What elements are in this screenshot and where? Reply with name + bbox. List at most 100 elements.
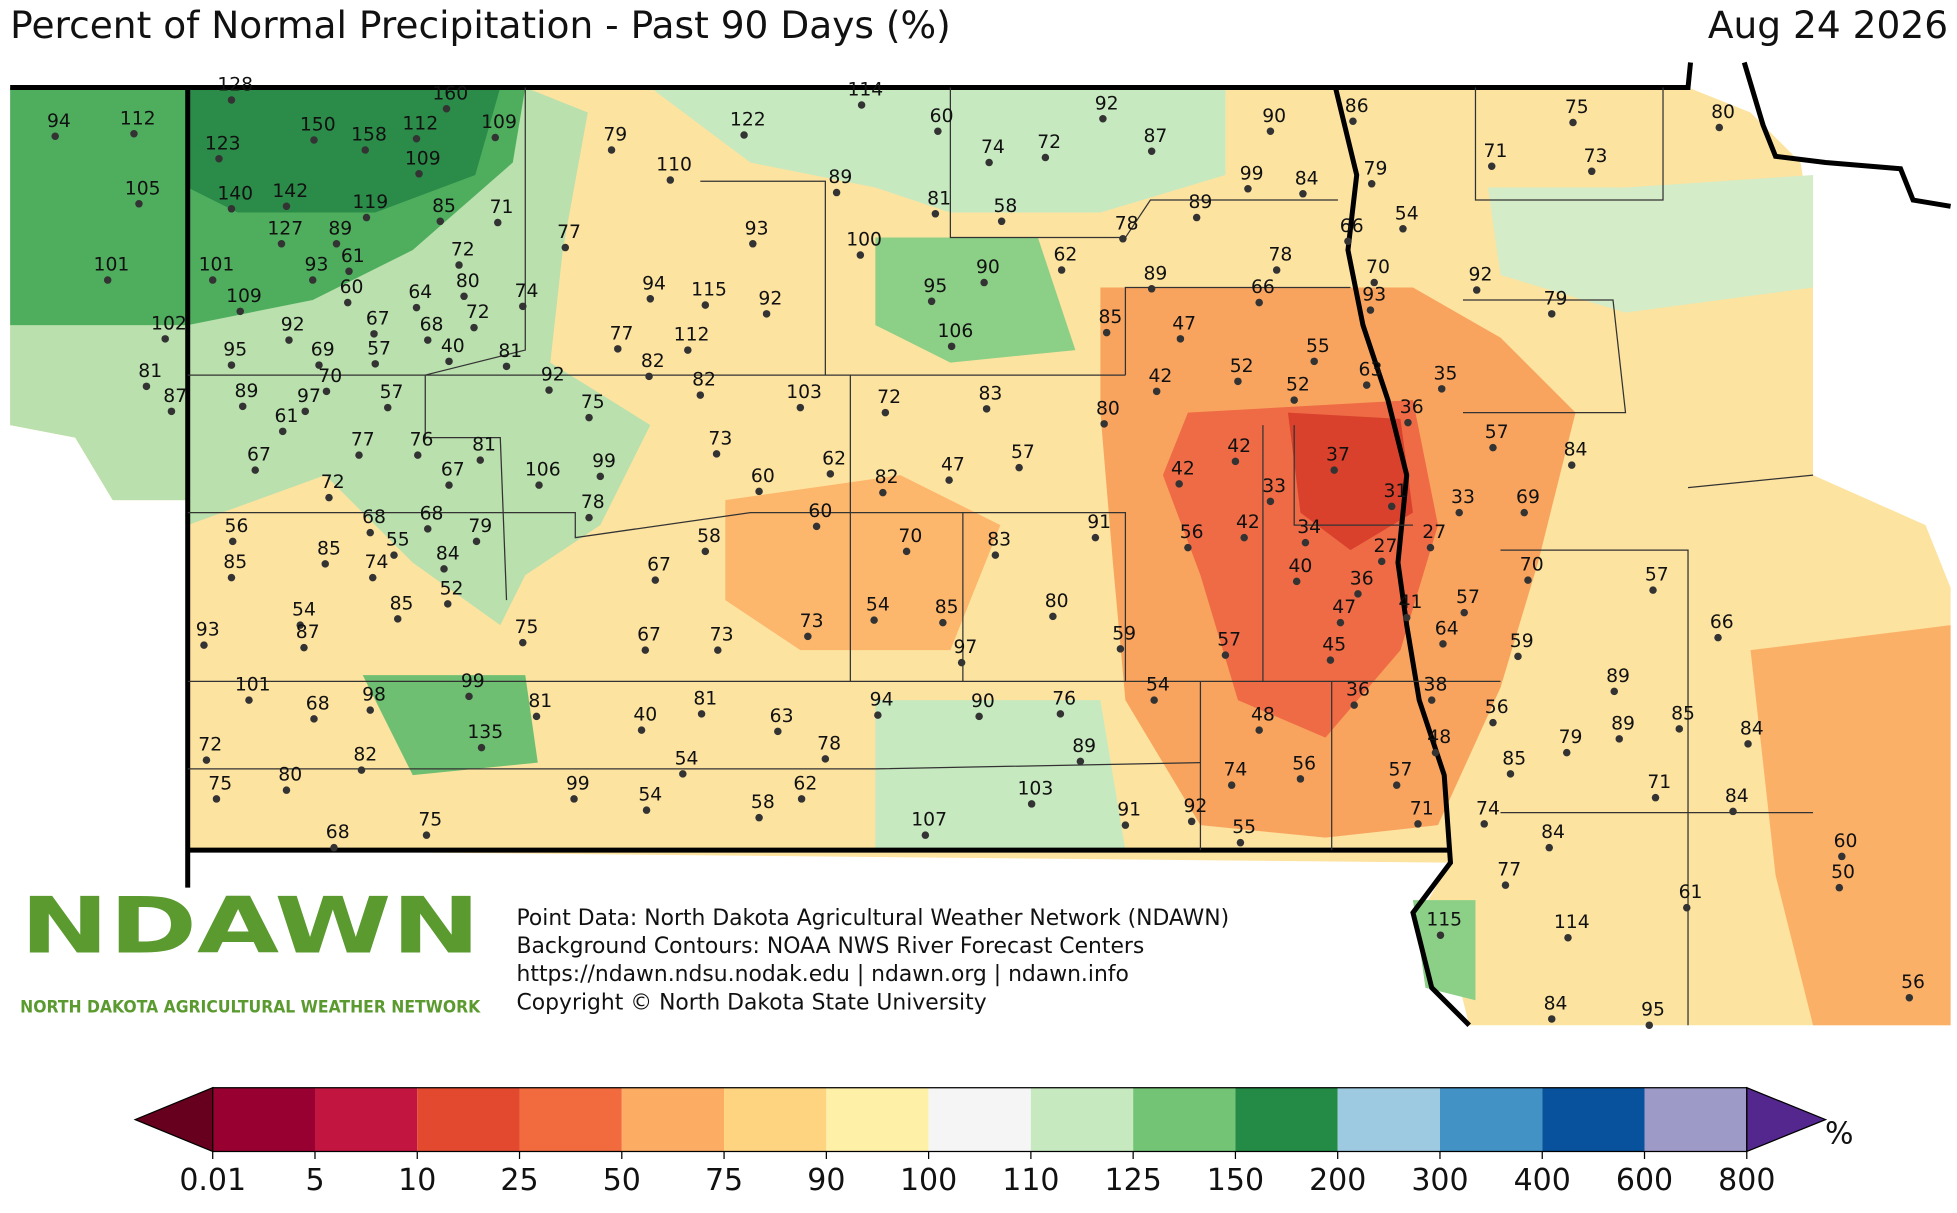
station-dot	[1651, 793, 1660, 802]
station-dot	[1336, 618, 1345, 627]
station-dot	[1056, 710, 1065, 718]
station-label: 75	[515, 617, 539, 638]
station-dot	[1176, 335, 1185, 343]
legend-swatch	[1030, 1087, 1134, 1152]
station-label: 105	[125, 178, 161, 199]
station-dot	[870, 616, 878, 624]
station-dot	[975, 712, 983, 721]
station-dot	[300, 643, 308, 652]
logo-subtitle: NORTH DAKOTA AGRICULTURAL WEATHER NETWOR…	[20, 997, 481, 1017]
station-dot	[321, 560, 329, 568]
logo: NDAWN NORTH DAKOTA AGRICULTURAL WEATHER …	[20, 882, 481, 1017]
station-dot	[532, 712, 541, 721]
station-label: 82	[692, 370, 716, 391]
station-label: 93	[196, 620, 220, 641]
station-label: 77	[351, 430, 375, 451]
station-dot	[804, 632, 812, 641]
credit-line: Background Contours: NOAA NWS River Fore…	[517, 934, 1145, 959]
station-dot	[1184, 543, 1192, 552]
station-label: 56	[1901, 972, 1925, 993]
station-label: 140	[217, 183, 253, 204]
station-dot	[51, 132, 59, 141]
station-dot	[1715, 123, 1724, 132]
station-label: 81	[927, 188, 951, 209]
station-dot	[444, 600, 452, 608]
station-label: 57	[367, 338, 391, 359]
station-label: 78	[1269, 245, 1293, 266]
station-dot	[412, 135, 421, 143]
station-label: 90	[971, 691, 995, 712]
station-label: 75	[418, 810, 442, 831]
legend-tick-label: 300	[1411, 1163, 1468, 1198]
station-dot	[666, 176, 675, 184]
station-dot	[477, 743, 486, 752]
station-dot	[1344, 237, 1352, 246]
station-dot	[212, 795, 221, 803]
station-label: 68	[306, 693, 330, 714]
station-dot	[519, 638, 527, 647]
station-dot	[637, 726, 646, 734]
station-dot	[679, 770, 687, 778]
station-dot	[957, 658, 966, 667]
station-dot	[879, 488, 887, 497]
station-dot	[460, 292, 468, 301]
station-label: 33	[1451, 487, 1475, 508]
station-label: 101	[94, 255, 130, 276]
station-dot	[545, 386, 553, 394]
legend-swatch	[1542, 1087, 1645, 1152]
station-dot	[519, 302, 527, 311]
station-label: 83	[978, 383, 1002, 404]
station-dot	[161, 335, 169, 343]
station-dot	[1310, 357, 1318, 366]
station-label: 80	[1096, 398, 1120, 419]
station-dot	[762, 310, 771, 318]
station-dot	[1350, 701, 1358, 709]
station-dot	[412, 303, 421, 312]
station-label: 52	[1286, 375, 1310, 396]
station-dot	[1326, 656, 1335, 664]
station-label: 66	[1340, 216, 1364, 237]
station-label: 89	[328, 218, 352, 239]
station-dot	[422, 831, 431, 839]
station-label: 99	[592, 451, 616, 472]
station-dot	[1567, 461, 1576, 469]
station-dot	[684, 346, 692, 354]
station-label: 37	[1326, 445, 1350, 466]
station-label: 82	[875, 467, 899, 488]
station-dot	[370, 330, 378, 338]
station-dot	[1266, 497, 1275, 506]
station-label: 71	[1484, 141, 1508, 162]
station-dot	[881, 408, 890, 417]
station-dot	[1402, 613, 1411, 622]
station-dot	[390, 551, 398, 559]
station-dot	[343, 298, 352, 307]
station-label: 68	[420, 315, 444, 336]
credit-line: https://ndawn.ndsu.nodak.edu | ndawn.org…	[517, 962, 1129, 987]
station-label: 74	[1223, 760, 1247, 781]
station-dot	[227, 361, 236, 369]
station-dot	[1683, 903, 1691, 912]
station-dot	[394, 615, 402, 623]
station-dot	[651, 576, 660, 584]
station-label: 57	[1645, 565, 1669, 586]
station-dot	[245, 696, 253, 704]
station-label: 34	[1297, 517, 1321, 538]
station-label: 54	[675, 748, 699, 769]
station-label: 75	[208, 773, 232, 794]
station-label: 70	[1520, 555, 1544, 576]
station-dot	[1076, 757, 1085, 766]
legend-tick-label: 400	[1514, 1163, 1571, 1198]
station-label: 85	[935, 597, 959, 618]
station-label: 92	[1469, 265, 1493, 286]
station-dot	[371, 360, 380, 368]
station-dot	[1501, 881, 1510, 889]
station-dot	[135, 200, 143, 208]
station-label: 56	[1180, 522, 1204, 543]
station-label: 40	[1289, 556, 1313, 577]
station-dot	[1236, 838, 1245, 847]
station-dot	[774, 727, 782, 736]
station-dot	[874, 711, 882, 719]
station-dot	[701, 547, 710, 556]
station-dot	[1150, 696, 1158, 704]
station-label: 95	[923, 276, 947, 297]
